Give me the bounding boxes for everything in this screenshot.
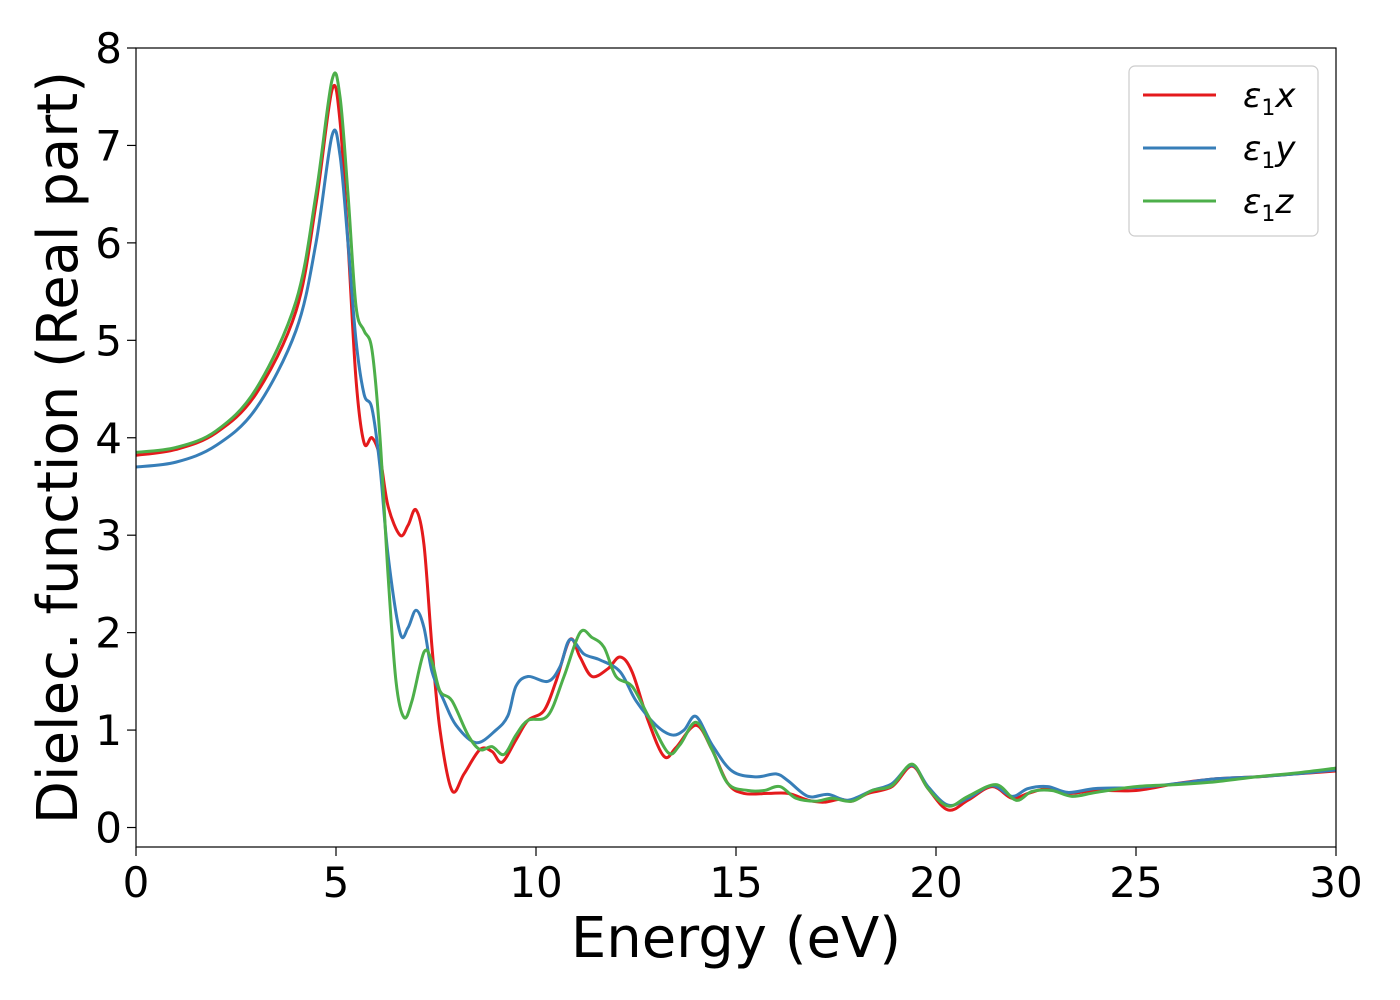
legend-label-x: ε1x	[1243, 76, 1296, 121]
x-tick-label: 10	[509, 858, 562, 907]
x-tick-label: 0	[123, 858, 150, 907]
y-axis-label: Dielec. function (Real part)	[26, 71, 91, 824]
series-line-z	[136, 71, 1336, 808]
legend-label-z: ε1z	[1243, 182, 1294, 227]
legend-box	[1128, 65, 1319, 237]
x-axis-label: Energy (eV)	[571, 906, 901, 971]
x-tick-label: 20	[909, 858, 962, 907]
y-tick-label: 1	[95, 706, 122, 755]
series-line-y	[136, 128, 1336, 807]
y-tick-label: 6	[95, 219, 122, 268]
x-tick-label: 30	[1309, 858, 1362, 907]
x-tick-label: 25	[1109, 858, 1162, 907]
y-tick-label: 4	[95, 414, 122, 463]
y-tick-label: 8	[95, 24, 122, 73]
y-tick-label: 7	[95, 121, 122, 170]
y-tick-label: 5	[95, 316, 122, 365]
y-axis-ticks: 0 1 2 3 4 5 6 7 8	[95, 24, 136, 853]
plot-series-group	[136, 71, 1336, 812]
x-axis-ticks: 0 5 10 15 20 25 30	[123, 847, 1363, 907]
y-tick-label: 0	[95, 804, 122, 853]
y-tick-label: 3	[95, 511, 122, 560]
x-tick-label: 15	[709, 858, 762, 907]
x-tick-label: 5	[323, 858, 350, 907]
legend: ε1x ε1y ε1z	[1128, 65, 1319, 237]
y-tick-label: 2	[95, 609, 122, 658]
legend-label-y: ε1y	[1243, 129, 1296, 174]
